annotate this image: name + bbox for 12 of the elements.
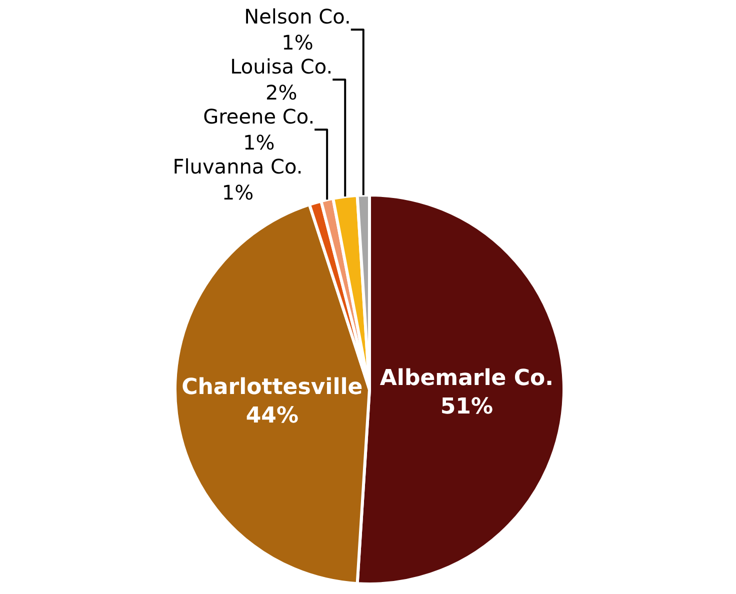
slice-label: Albemarle Co. xyxy=(380,366,554,391)
slice-label: Greene Co. xyxy=(203,104,315,129)
slice-label: Fluvanna Co. xyxy=(172,154,303,179)
data-label: 1% xyxy=(242,130,275,155)
data-label: 1% xyxy=(222,180,254,205)
data-label: 51% xyxy=(440,394,494,420)
slice-label: Charlottesville xyxy=(182,375,363,400)
data-label: 1% xyxy=(282,30,314,55)
data-label: 2% xyxy=(266,80,298,105)
slice-label: Nelson Co. xyxy=(244,4,351,29)
slice-label: Louisa Co. xyxy=(230,54,333,79)
data-label: 44% xyxy=(246,404,298,429)
